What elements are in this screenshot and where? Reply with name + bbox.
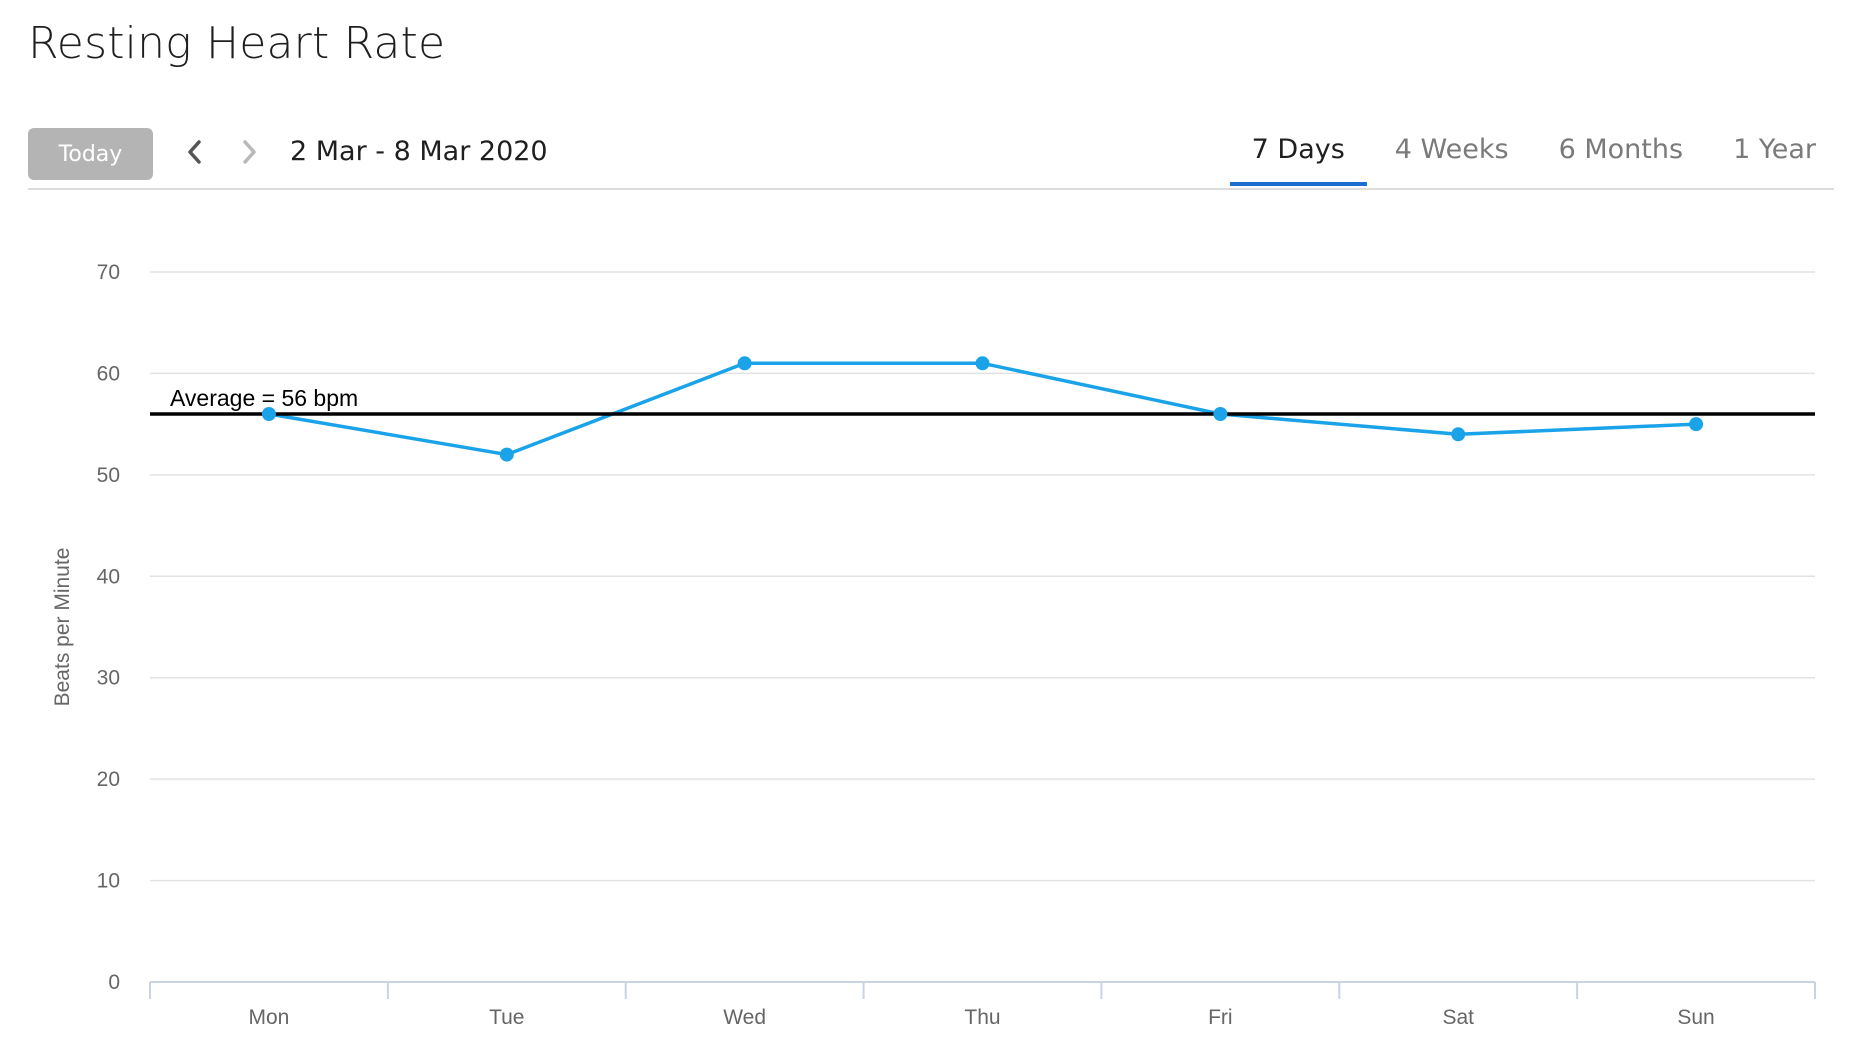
y-tick-label: 40: [97, 565, 120, 588]
y-tick-label: 30: [97, 667, 120, 690]
data-point: [1213, 407, 1228, 421]
data-point: [1689, 417, 1704, 432]
data-point: [261, 407, 276, 421]
toolbar: Today 2 Mar - 8 Mar 2020 7 Days 4 Weeks …: [28, 126, 1834, 190]
y-tick-label: 60: [97, 362, 120, 385]
chevron-right-icon: [243, 140, 256, 164]
y-tick-label: 70: [97, 261, 120, 284]
x-tick-label: Sat: [1442, 1006, 1474, 1029]
tab-1-year[interactable]: 1 Year: [1733, 134, 1816, 165]
x-tick-label: Thu: [964, 1006, 1000, 1029]
date-range-label: 2 Mar - 8 Mar 2020: [290, 136, 548, 167]
x-tick-label: Mon: [248, 1006, 289, 1029]
page-title: Resting Heart Rate: [28, 18, 446, 69]
x-tick-label: Tue: [489, 1006, 524, 1029]
heart-rate-series-line: [268, 361, 1697, 457]
next-period-button[interactable]: [232, 132, 266, 172]
heart-rate-chart: 0 10 20 30 40 50 60 70 Mon Tue Wed Thu Fri Sat Sun Beat…: [51, 261, 1816, 1029]
y-tick-label: 50: [97, 464, 120, 487]
range-tabs: 7 Days 4 Weeks 6 Months 1 Year: [1224, 126, 1834, 188]
y-tick-label: 0: [108, 971, 120, 994]
data-point: [975, 356, 990, 371]
y-tick-label: 20: [97, 768, 120, 791]
chevron-left-icon: [188, 140, 201, 164]
today-button[interactable]: Today: [28, 128, 153, 180]
x-tick-label: Wed: [723, 1006, 766, 1029]
data-point: [1451, 427, 1466, 442]
previous-period-button[interactable]: [178, 132, 212, 172]
y-tick-label: 10: [97, 870, 120, 893]
tab-4-weeks[interactable]: 4 Weeks: [1394, 134, 1509, 165]
x-tick-label: Fri: [1208, 1006, 1233, 1029]
data-point: [499, 447, 514, 462]
average-label: Average = 56 bpm: [170, 385, 358, 411]
data-point: [737, 356, 752, 371]
x-tick-label: Sun: [1677, 1006, 1714, 1029]
tab-7-days[interactable]: 7 Days: [1229, 126, 1367, 186]
tab-6-months[interactable]: 6 Months: [1558, 134, 1684, 165]
y-axis-title: Beats per Minute: [51, 548, 74, 707]
